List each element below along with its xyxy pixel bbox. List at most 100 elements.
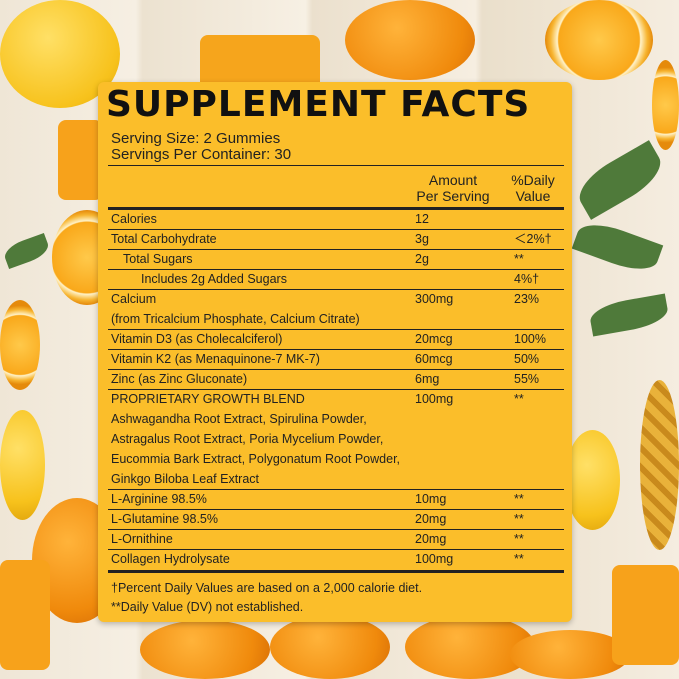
table-row: Calories 12 xyxy=(111,209,564,229)
nutrient-label: Vitamin D3 (as Cholecalciferol) xyxy=(111,332,283,346)
nutrient-label: L-Arginine 98.5% xyxy=(111,492,207,506)
blend-ingredients: Astragalus Root Extract, Poria Mycelium … xyxy=(111,432,384,446)
orange-image xyxy=(270,615,390,679)
nutrient-label: Vitamin K2 (as Menaquinone-7 MK-7) xyxy=(111,352,320,366)
table-row: L-Arginine 98.5% 10mg ** xyxy=(111,489,564,509)
daily-value: 55% xyxy=(514,372,540,386)
nutrient-label: Includes 2g Added Sugars xyxy=(141,272,287,286)
amount-value: 20mg xyxy=(415,512,447,526)
daily-value: 4%† xyxy=(514,272,540,286)
thick-divider xyxy=(108,207,564,210)
divider xyxy=(108,389,564,390)
supplement-facts-panel: SUPPLEMENT FACTS Serving Size: 2 Gummies… xyxy=(98,82,572,622)
orange-slice-image xyxy=(0,300,40,390)
footnote-dv: †Percent Daily Values are based on a 2,0… xyxy=(111,581,423,595)
table-row: Vitamin D3 (as Cholecalciferol) 20mcg 100% xyxy=(111,329,564,349)
leaf xyxy=(1,232,52,270)
header-line: Per Serving xyxy=(416,188,490,204)
nutrient-label: L-Ornithine xyxy=(111,532,173,546)
table-row: Total Carbohydrate 3g ＜2%† xyxy=(111,229,564,249)
nutrient-label: Calcium xyxy=(111,292,157,306)
daily-value: ** xyxy=(514,532,524,546)
amount-value: 20mg xyxy=(415,532,447,546)
blend-ingredients: Eucommia Bark Extract, Polygonatum Root … xyxy=(111,452,401,466)
amount-value: 300mg xyxy=(415,292,454,306)
orange-slice-image xyxy=(545,0,653,80)
nutrient-label: Total Carbohydrate xyxy=(111,232,217,246)
divider xyxy=(108,229,564,230)
daily-value: ** xyxy=(514,552,524,566)
table-row: L-Glutamine 98.5% 20mg ** xyxy=(111,509,564,529)
serving-size: Serving Size: 2 Gummies xyxy=(111,130,281,147)
mango-image xyxy=(200,35,320,90)
servings-per-container: Servings Per Container: 30 xyxy=(111,146,292,163)
amount-value: 100mg xyxy=(415,552,454,566)
panel-title: SUPPLEMENT FACTS xyxy=(106,84,531,125)
divider xyxy=(108,349,564,350)
daily-value: 100% xyxy=(514,332,546,346)
table-row: Total Sugars 2g ** xyxy=(111,249,564,269)
blend-ingredients: Ashwagandha Root Extract, Spirulina Powd… xyxy=(111,412,367,426)
orange-image xyxy=(140,620,270,679)
table-row: L-Ornithine 20mg ** xyxy=(111,529,564,549)
lemon-slice-image xyxy=(0,410,45,520)
table-row: PROPRIETARY GROWTH BLEND Ashwagandha Root… xyxy=(111,389,564,489)
divider xyxy=(108,165,564,166)
amount-value: 6mg xyxy=(415,372,440,386)
table-row: Calcium (from Tricalcium Phosphate, Calci… xyxy=(111,289,564,329)
divider xyxy=(108,369,564,370)
amount-value: 60mcg xyxy=(415,352,453,366)
table-row: Vitamin K2 (as Menaquinone-7 MK-7) 60mcg 5… xyxy=(111,349,564,369)
header-line: Amount xyxy=(428,172,478,188)
daily-value: 50% xyxy=(514,352,540,366)
daily-value: ** xyxy=(514,252,524,266)
pineapple-image xyxy=(640,380,679,550)
header-line: %Daily xyxy=(511,172,555,188)
orange-image xyxy=(510,630,630,679)
divider xyxy=(108,329,564,330)
divider xyxy=(108,509,564,510)
blend-ingredients: Ginkgo Biloba Leaf Extract xyxy=(111,472,259,486)
divider xyxy=(108,289,564,290)
mango-image xyxy=(58,120,103,200)
divider xyxy=(108,269,564,270)
amount-value: 20mcg xyxy=(415,332,453,346)
nutrient-label: Total Sugars xyxy=(123,252,193,266)
amount-header: Amount Per Serving xyxy=(398,172,508,204)
divider xyxy=(108,489,564,490)
footnote-not-established: **Daily Value (DV) not established. xyxy=(111,600,304,614)
daily-value-header: %Daily Value xyxy=(503,172,563,204)
daily-value: ** xyxy=(514,492,524,506)
orange-image xyxy=(345,0,475,80)
daily-value: ** xyxy=(514,512,524,526)
nutrient-label: Zinc (as Zinc Gluconate) xyxy=(111,372,248,386)
table-row: Includes 2g Added Sugars 4%† xyxy=(111,269,564,289)
daily-value: 23% xyxy=(514,292,540,306)
nutrient-label: L-Glutamine 98.5% xyxy=(111,512,219,526)
nutrient-label: PROPRIETARY GROWTH BLEND xyxy=(111,392,305,406)
pineapple-leaf xyxy=(571,216,664,278)
divider xyxy=(108,549,564,550)
amount-value: 12 xyxy=(415,212,429,226)
nutrient-source: (from Tricalcium Phosphate, Calcium Citr… xyxy=(111,312,360,326)
amount-value: 3g xyxy=(415,232,429,246)
pineapple-leaf xyxy=(571,140,669,220)
table-row: Zinc (as Zinc Gluconate) 6mg 55% xyxy=(111,369,564,389)
daily-value: ＜2%† xyxy=(514,232,552,246)
nutrient-label: Calories xyxy=(111,212,157,226)
amount-value: 2g xyxy=(415,252,429,266)
pineapple-leaf xyxy=(587,293,671,337)
table-row: Collagen Hydrolysate 100mg ** xyxy=(111,549,564,569)
nutrient-label: Collagen Hydrolysate xyxy=(111,552,230,566)
daily-value: ** xyxy=(514,392,524,406)
amount-value: 10mg xyxy=(415,492,447,506)
thick-divider xyxy=(108,570,564,573)
mango-image xyxy=(612,565,679,665)
header-line: Value xyxy=(515,188,551,204)
orange-slice-image xyxy=(652,60,679,150)
lemon-slice-image xyxy=(565,430,620,530)
divider xyxy=(108,529,564,530)
divider xyxy=(108,249,564,250)
amount-value: 100mg xyxy=(415,392,454,406)
mango-image xyxy=(0,560,50,670)
